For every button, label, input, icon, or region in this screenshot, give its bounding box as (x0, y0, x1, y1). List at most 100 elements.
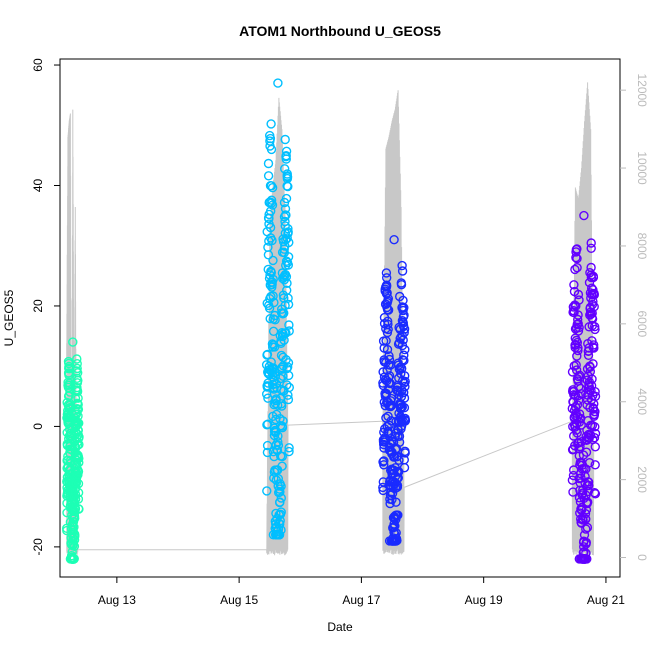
y2-tick-label: 6000 (635, 310, 649, 337)
data-point (277, 451, 287, 462)
data-point (282, 380, 292, 390)
data-point (390, 521, 400, 531)
data-point (281, 150, 291, 161)
data-point (69, 541, 80, 551)
data-point (263, 381, 273, 392)
data-point (399, 403, 410, 413)
data-point (73, 479, 84, 489)
data-point (281, 146, 292, 157)
y-tick-label: 0 (31, 423, 45, 430)
data-point (576, 389, 586, 399)
data-point (573, 371, 584, 382)
data-point (590, 460, 600, 470)
data-point (74, 432, 84, 442)
data-point (574, 295, 584, 305)
data-point (584, 458, 595, 468)
data-point (590, 422, 600, 432)
data-point (262, 447, 273, 458)
y2-tick-label: 8000 (635, 233, 649, 260)
data-point (400, 416, 411, 426)
data-point (275, 519, 285, 529)
data-point (573, 343, 583, 353)
data-point (263, 158, 274, 169)
y2-tick-label: 10000 (635, 151, 649, 185)
data-point (589, 302, 599, 312)
data-point (276, 493, 286, 503)
data-point (69, 522, 79, 532)
data-point (74, 453, 84, 464)
data-point (69, 535, 80, 545)
data-point (589, 343, 599, 353)
data-point (283, 181, 293, 192)
data-point (73, 393, 83, 403)
data-point (72, 359, 82, 369)
data-point (269, 297, 279, 308)
data-point (399, 327, 409, 338)
data-point (588, 359, 598, 369)
data-point (389, 234, 399, 245)
data-points-layer (61, 78, 601, 564)
data-point (589, 290, 599, 300)
data-point (397, 260, 407, 271)
data-point (399, 387, 409, 398)
data-point (276, 525, 286, 535)
data-point (68, 536, 78, 546)
data-point (284, 382, 294, 393)
data-point (283, 227, 293, 237)
data-point (73, 399, 83, 410)
data-point (571, 365, 582, 375)
data-point (574, 409, 585, 419)
y-axis: -20 0 20 40 60 (31, 58, 60, 556)
data-point (73, 411, 83, 421)
data-point (384, 536, 395, 546)
data-point (575, 441, 585, 452)
data-point (400, 448, 410, 458)
data-point (273, 437, 283, 447)
data-point (276, 481, 286, 491)
data-point (283, 394, 294, 405)
data-point (284, 370, 294, 381)
data-point (574, 554, 584, 564)
data-point (572, 400, 583, 410)
data-point (587, 374, 597, 384)
data-point (572, 263, 582, 273)
data-point (283, 252, 294, 262)
data-point (590, 442, 600, 452)
data-point (400, 381, 410, 392)
data-point (581, 524, 591, 534)
data-point (283, 358, 294, 368)
x-axis: Aug 13 Aug 15 Aug 17 Aug 19 Aug 21 (98, 577, 625, 607)
data-point (281, 272, 292, 282)
data-point (590, 428, 601, 439)
data-point (266, 195, 277, 205)
data-point (68, 337, 78, 347)
data-point (276, 507, 286, 517)
data-point (262, 486, 272, 496)
data-point (397, 266, 408, 276)
data-point (399, 463, 410, 473)
data-point (399, 355, 409, 366)
altitude-trace (66, 82, 595, 556)
altitude-trace-layer (66, 82, 595, 556)
data-point (73, 466, 84, 477)
y2-tick-label: 2000 (635, 466, 649, 493)
data-point (590, 489, 601, 499)
data-point (273, 78, 283, 88)
data-point (575, 383, 586, 394)
data-point (276, 338, 286, 348)
data-point (383, 305, 394, 315)
data-point (266, 119, 276, 129)
data-point (396, 280, 407, 290)
data-point (278, 371, 288, 381)
data-point (400, 376, 410, 387)
data-point (391, 497, 401, 507)
data-point (73, 470, 83, 480)
data-point (73, 494, 84, 504)
data-point (284, 237, 294, 248)
data-point (400, 371, 410, 381)
data-point (573, 289, 584, 300)
data-point (382, 344, 393, 355)
y2-axis: 0 2000 4000 6000 8000 10000 12000 (620, 73, 649, 561)
data-point (587, 308, 597, 318)
data-point (578, 450, 589, 460)
